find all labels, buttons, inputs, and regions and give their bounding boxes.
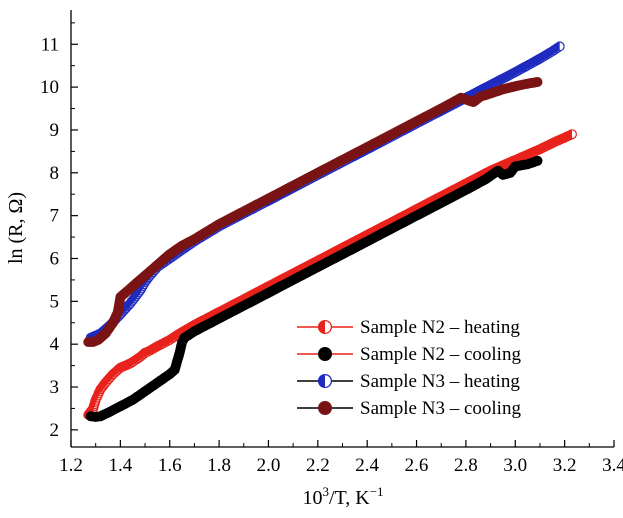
x-tick-label: 2.8 xyxy=(454,455,478,476)
data-point-half xyxy=(555,42,560,51)
legend-label: Sample N3 – cooling xyxy=(360,398,521,419)
y-tick-label: 5 xyxy=(50,291,60,312)
x-axis-title-sup: 3 xyxy=(322,484,329,499)
data-layer xyxy=(83,41,577,422)
x-tick-label: 1.4 xyxy=(108,455,132,476)
legend-item-4: Sample N3 – cooling xyxy=(297,398,521,419)
legend-label: Sample N3 – heating xyxy=(360,371,520,392)
data-point xyxy=(532,77,543,87)
x-tick-label: 1.6 xyxy=(158,455,182,476)
y-tick-label: 9 xyxy=(50,120,60,141)
x-axis-title: 103/T, K−1 xyxy=(302,484,383,509)
x-tick-label: 2.6 xyxy=(405,455,429,476)
y-tick-label: 4 xyxy=(50,334,60,355)
series-2 xyxy=(85,155,543,422)
legend-item-3: Sample N3 – heating xyxy=(297,371,520,392)
x-tick-label: 2.0 xyxy=(257,455,281,476)
x-axis-title-mid: /T, K xyxy=(329,487,370,509)
x-axis-title-prefix: 10 xyxy=(302,487,322,509)
legend-marker xyxy=(318,401,332,415)
x-tick-label: 3.2 xyxy=(553,455,577,476)
legend-marker xyxy=(318,347,332,361)
y-tick-label: 11 xyxy=(41,34,59,55)
legend-item-2: Sample N2 – cooling xyxy=(297,344,521,365)
legend-marker-half xyxy=(318,374,325,388)
y-tick-label: 8 xyxy=(50,163,60,184)
x-tick-label: 1.2 xyxy=(59,455,83,476)
y-tick-label: 7 xyxy=(50,206,60,227)
x-tick-label: 3.4 xyxy=(602,455,623,476)
x-tick-label: 2.2 xyxy=(306,455,330,476)
legend-label: Sample N2 – cooling xyxy=(360,344,521,365)
data-point xyxy=(532,155,543,166)
x-tick-label: 1.8 xyxy=(207,455,231,476)
y-tick-label: 3 xyxy=(50,377,60,398)
legend: Sample N2 – heating Sample N2 – cooling Sa… xyxy=(297,317,521,419)
axes: 1.2 1.4 1.6 1.8 2.0 2.2 2.4 2.6 2.8 3.0 3.2 3.4 2 3 4 5… xyxy=(40,10,623,476)
legend-item-1: Sample N2 – heating xyxy=(297,317,520,338)
series-3 xyxy=(85,41,565,343)
data-point-half xyxy=(567,129,572,139)
legend-label: Sample N2 – heating xyxy=(360,317,520,338)
y-tick-label: 10 xyxy=(40,77,59,98)
series-4 xyxy=(83,77,543,347)
y-tick-label: 6 xyxy=(50,248,60,269)
legend-marker-half xyxy=(318,320,325,334)
x-tick-label: 2.4 xyxy=(355,455,379,476)
y-tick-label: 2 xyxy=(50,420,60,441)
x-tick-label: 3.0 xyxy=(503,455,527,476)
y-axis-title: ln (R, Ω) xyxy=(5,192,27,264)
x-axis-title-sup-end: −1 xyxy=(370,484,384,499)
